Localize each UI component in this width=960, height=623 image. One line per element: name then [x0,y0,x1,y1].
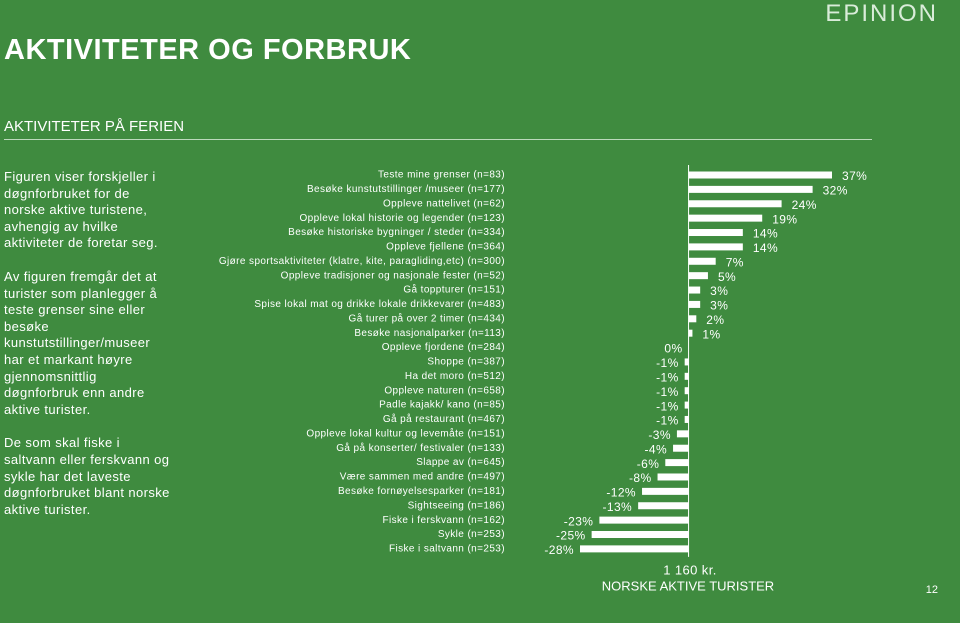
bar [642,487,689,495]
value-label: 0% [664,342,682,356]
bar [688,329,693,337]
category-label: Gå på restaurant (n=467) [383,413,505,425]
value-label: 24% [792,198,817,212]
bar [684,372,689,380]
category-label: Oppleve tradisjoner og nasjonale fester … [281,270,505,281]
value-label: 37% [842,169,867,183]
category-label: Shoppe (n=387) [427,357,505,368]
body-text: Figuren viser forskjeller i døgnforbruke… [4,169,172,535]
value-label: 1% [702,327,720,341]
value-label: 2% [706,313,724,327]
value-label: 14% [753,241,778,255]
category-label: Oppleve fjellene (n=364) [386,242,505,253]
bar [638,502,689,510]
value-label: 19% [772,212,797,226]
value-label: -4% [644,442,667,456]
bar [688,214,763,222]
value-label: -13% [603,500,633,514]
category-label: Gå turer på over 2 timer (n=434) [349,312,505,324]
value-label: -8% [629,471,652,485]
bar [580,545,689,553]
value-label: -12% [606,486,636,500]
value-label: 32% [823,184,848,198]
category-label: Ha det moro (n=512) [405,371,505,382]
bar [665,459,689,467]
bar [676,430,689,438]
value-label: -28% [544,543,574,557]
bar [688,200,782,208]
bar [688,171,832,179]
slide-title: AKTIVITETER OG FORBRUK [4,34,412,66]
bar [684,358,689,366]
category-label: Fiske i ferskvann (n=162) [382,515,505,526]
value-label: -3% [648,428,671,442]
category-label: Spise lokal mat og drikke lokale drikkev… [254,299,505,310]
bar [688,257,716,265]
section-title: AKTIVITETER PÅ FERIEN [4,118,185,135]
paragraph: Figuren viser forskjeller i døgnforbruke… [4,169,158,251]
category-label: Besøke nasjonalparker (n=113) [354,328,505,339]
paragraph: Av figuren fremgår det at turister som p… [4,268,158,417]
value-label: -6% [637,457,660,471]
value-label: -1% [656,385,679,399]
bar [688,286,701,294]
divider [4,139,872,140]
category-label: Slappe av (n=645) [416,457,505,468]
category-label: Oppleve fjordene (n=284) [382,342,505,353]
category-label: Oppleve naturen (n=658) [384,385,505,396]
value-label: 3% [710,284,728,298]
bar [673,444,689,452]
value-label: 14% [753,227,778,241]
bar [684,387,689,395]
category-label: Gå toppturer (n=151) [403,284,505,296]
bar [684,401,689,409]
value-label: -1% [656,414,679,428]
bar [688,315,697,323]
x-axis-label: NORSKE AKTIVE TURISTER [602,578,774,593]
category-label: Være sammen med andre (n=497) [340,472,505,483]
category-label: Oppleve lokal historie og legender (n=12… [299,213,505,224]
annotation: 1 160 kr. [663,562,716,577]
bar [688,272,708,280]
value-label: 3% [710,299,728,313]
category-label: Gjøre sportsaktiviteter (klatre, kite, p… [219,256,505,267]
bar [657,473,689,481]
category-label: Fiske i saltvann (n=253) [389,544,505,555]
value-label: -23% [564,514,594,528]
value-label: -1% [656,399,679,413]
value-label: -25% [556,529,586,543]
bar [688,229,743,237]
category-label: Oppleve nattelivet (n=62) [383,198,505,209]
bar [688,243,743,251]
bar [688,300,701,308]
category-label: Teste mine grenser (n=83) [378,170,505,181]
bar [684,415,689,423]
category-label: Gå på konserter/ festivaler (n=133) [336,442,505,454]
category-label: Besøke historiske bygninger / steder (n=… [288,227,505,238]
logo: EPINION [825,0,938,27]
value-label: -1% [656,370,679,384]
paragraph: De som skal fiske i saltvann eller fersk… [4,435,170,517]
bar [599,516,689,524]
bar [591,531,689,538]
category-label: Padle kajakk/ kano (n=85) [379,400,505,411]
value-label: -1% [656,356,679,370]
category-label: Besøke kunstutstillinger /museer (n=177) [307,184,505,195]
value-label: 5% [718,270,736,284]
bar [688,185,813,193]
category-label: Besøke fornøyelsesparker (n=181) [338,486,505,497]
category-label: Sykle (n=253) [438,529,505,540]
value-label: 7% [726,255,744,269]
category-label: Sightseeing (n=186) [408,500,505,511]
category-label: Oppleve lokal kultur og levemåte (n=151) [306,427,505,439]
page-number: 12 [925,584,938,596]
